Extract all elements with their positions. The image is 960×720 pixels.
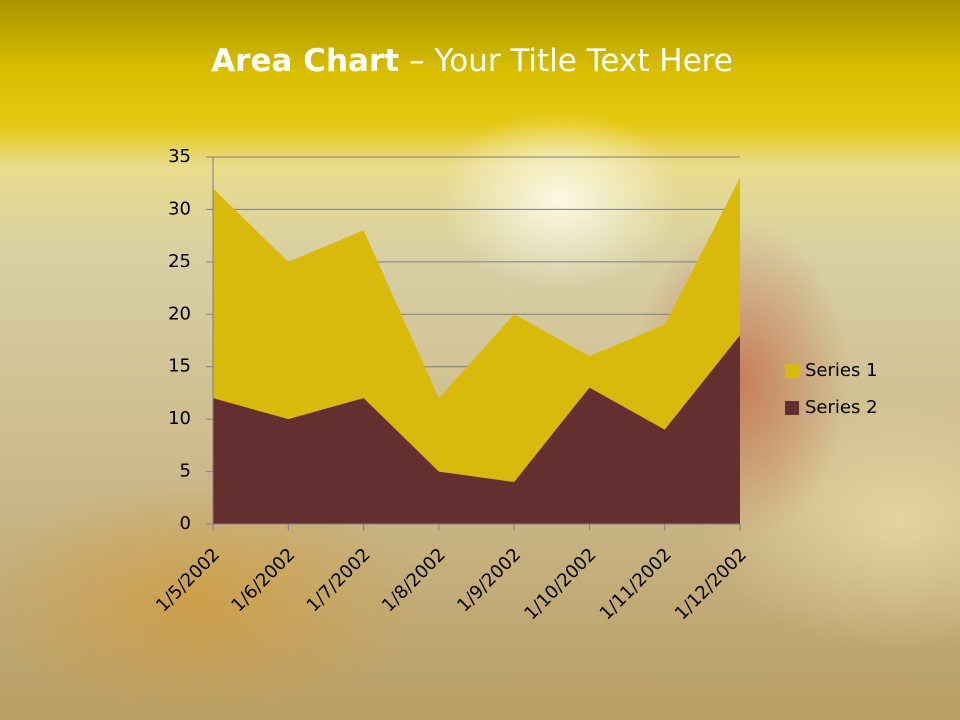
- legend-swatch: [785, 401, 799, 415]
- y-tick-label: 20: [168, 303, 191, 324]
- x-tick-label: 1/12/2002: [671, 544, 751, 624]
- x-tick-label: 1/7/2002: [303, 544, 375, 616]
- x-tick-label: 1/10/2002: [520, 544, 600, 624]
- y-tick-label: 25: [168, 251, 191, 272]
- x-tick-label: 1/8/2002: [378, 544, 450, 616]
- y-tick-label: 30: [168, 198, 191, 219]
- x-tick-label: 1/9/2002: [453, 544, 525, 616]
- x-tick-label: 1/11/2002: [596, 544, 676, 624]
- y-tick-label: 0: [180, 513, 191, 534]
- y-tick-label: 5: [180, 461, 191, 482]
- y-tick-label: 35: [168, 146, 191, 167]
- legend-label: Series 1: [805, 360, 878, 381]
- legend-label: Series 2: [805, 397, 878, 418]
- x-tick-label: 1/5/2002: [152, 544, 224, 616]
- x-tick-label: 1/6/2002: [227, 544, 299, 616]
- title-rest: – Your Title Text Here: [409, 43, 733, 79]
- area: [213, 335, 740, 524]
- y-tick-label: 10: [168, 408, 191, 429]
- y-tick-label: 15: [168, 356, 191, 377]
- chart-title: Area Chart – Your Title Text Here: [211, 43, 733, 79]
- title-bold: Area Chart: [211, 43, 399, 79]
- legend-swatch: [785, 364, 799, 378]
